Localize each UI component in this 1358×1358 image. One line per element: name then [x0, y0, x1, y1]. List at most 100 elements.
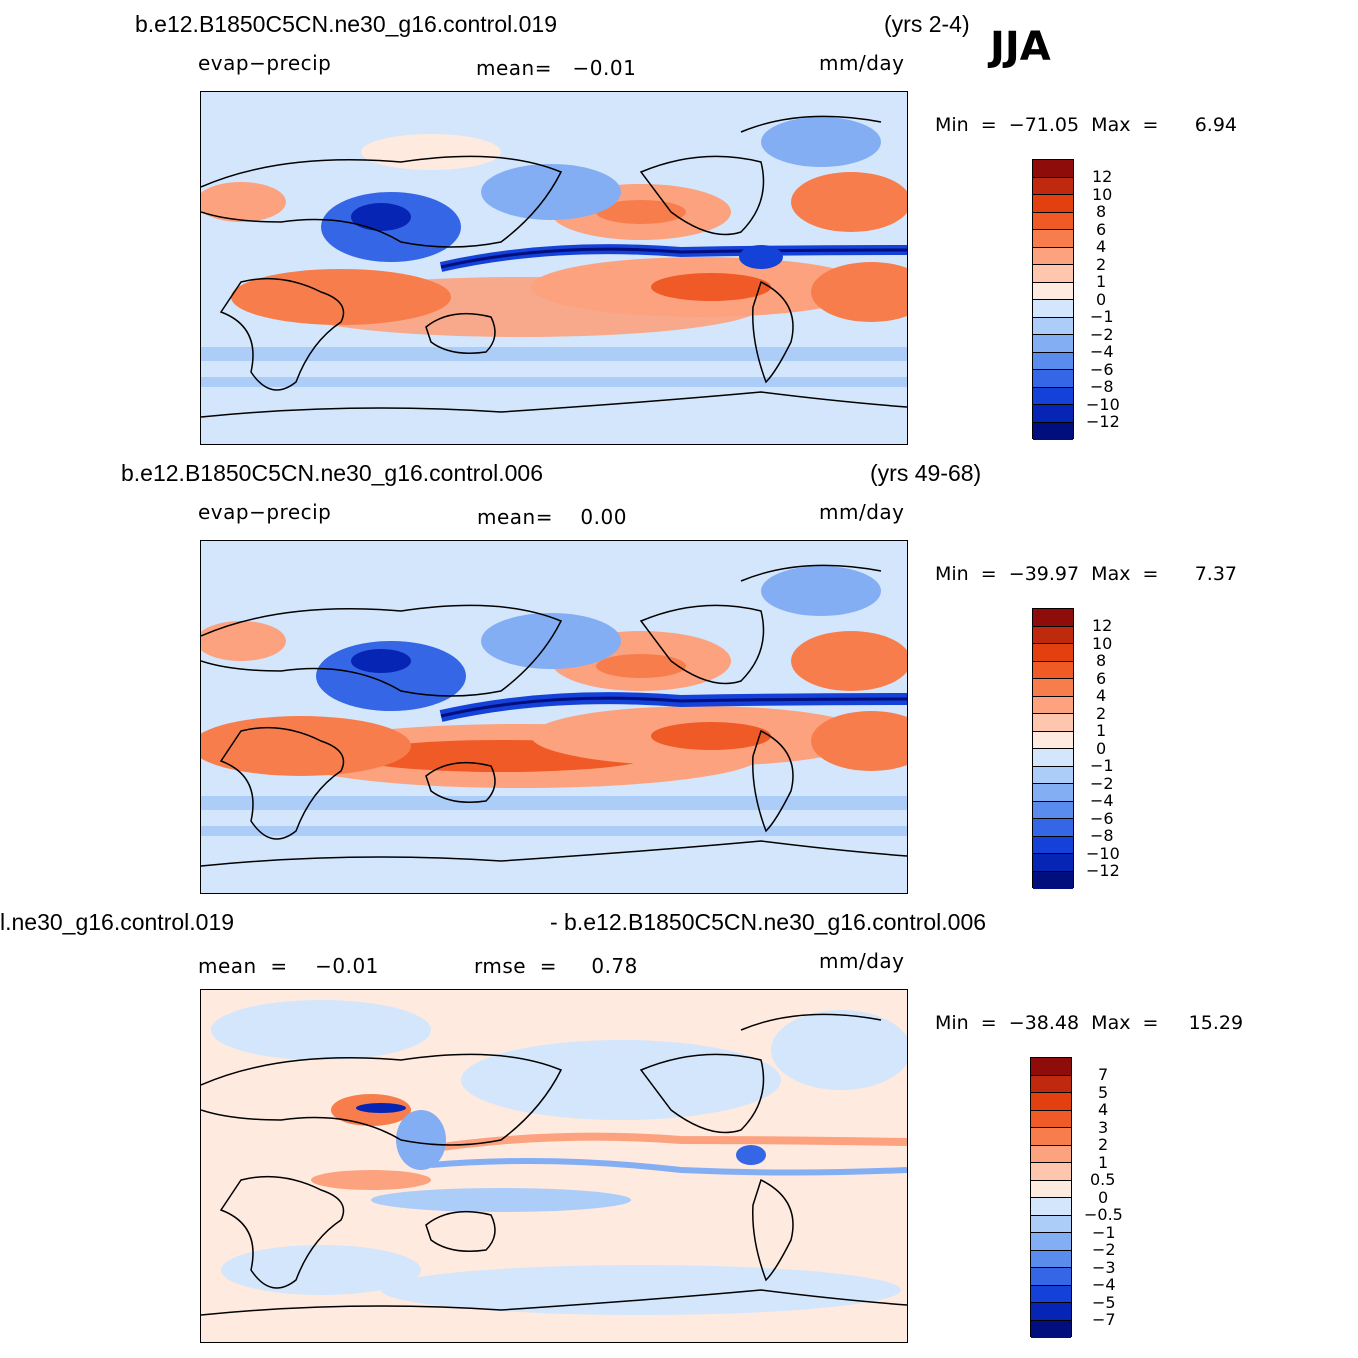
colorbar-swatch: [1031, 1093, 1071, 1111]
colorbar-tick-label: −2: [1092, 1240, 1116, 1259]
colorbar-swatch: [1031, 1250, 1071, 1268]
panel2-units: mm/day: [819, 500, 905, 524]
colorbar-swatch: [1033, 731, 1073, 749]
panel2-colorbar: [1032, 608, 1074, 889]
colorbar-tick-label: 12: [1092, 167, 1113, 186]
colorbar-swatch: [1033, 661, 1073, 679]
colorbar-tick-label: −6: [1090, 808, 1114, 828]
colorbar-swatch: [1031, 1320, 1071, 1338]
colorbar-tick-label: −4: [1090, 791, 1114, 810]
colorbar-tick-label: 2: [1096, 703, 1107, 723]
colorbar-swatch: [1033, 160, 1073, 178]
colorbar-swatch: [1033, 387, 1073, 405]
colorbar-tick-label: 7: [1098, 1065, 1109, 1084]
colorbar-tick-label: −2: [1090, 773, 1114, 793]
colorbar-tick-label: −10: [1086, 843, 1120, 863]
panel2-variable: evap−precip: [198, 500, 332, 524]
colorbar-tick-label: −8: [1090, 377, 1114, 396]
colorbar-tick-label: −12: [1086, 861, 1120, 880]
colorbar-tick-label: 0: [1096, 738, 1107, 758]
colorbar-tick-label: 4: [1096, 237, 1107, 256]
colorbar-tick-label: −5: [1092, 1292, 1116, 1312]
colorbar-tick-label: 6: [1096, 219, 1107, 239]
colorbar-swatch: [1033, 784, 1073, 802]
panel1-variable: evap−precip: [198, 51, 332, 75]
panel3-rmse: rmse = 0.78: [474, 954, 638, 978]
colorbar-swatch: [1033, 247, 1073, 265]
colorbar-tick-label: −4: [1092, 1275, 1116, 1294]
colorbar-tick-label: 12: [1092, 616, 1113, 635]
colorbar-tick-label: 1: [1096, 272, 1107, 291]
colorbar-swatch: [1033, 265, 1073, 283]
colorbar-tick-label: −1: [1090, 756, 1114, 775]
colorbar-swatch: [1033, 679, 1073, 697]
colorbar-swatch: [1033, 609, 1073, 627]
colorbar-swatch: [1033, 335, 1073, 353]
colorbar-tick-label: −7: [1092, 1310, 1116, 1329]
colorbar-tick-label: 2: [1096, 254, 1107, 274]
panel1-colorbar: [1032, 159, 1074, 440]
colorbar-tick-label: 6: [1096, 668, 1107, 688]
colorbar-swatch: [1031, 1268, 1071, 1286]
colorbar-swatch: [1031, 1075, 1071, 1093]
colorbar-swatch: [1031, 1145, 1071, 1163]
colorbar-swatch: [1031, 1110, 1071, 1128]
panel1-years: (yrs 2-4): [884, 11, 970, 37]
colorbar-swatch: [1033, 626, 1073, 644]
colorbar-tick-label: 8: [1096, 202, 1107, 221]
colorbar-tick-label: −2: [1090, 324, 1114, 344]
panel1-minmax: Min = −71.05 Max = 6.94: [935, 114, 1238, 136]
season-label: JJA: [990, 24, 1051, 70]
colorbar-swatch: [1033, 230, 1073, 248]
colorbar-tick-label: −1: [1092, 1222, 1116, 1242]
colorbar-swatch: [1033, 854, 1073, 872]
colorbar-tick-label: −4: [1090, 342, 1114, 361]
colorbar-tick-label: 3: [1098, 1117, 1109, 1137]
colorbar-tick-label: 1: [1096, 721, 1107, 740]
colorbar-tick-label: 10: [1092, 184, 1113, 204]
colorbar-swatch: [1033, 352, 1073, 370]
colorbar-tick-label: 4: [1096, 686, 1107, 705]
panel3-minmax: Min = −38.48 Max = 15.29: [935, 1012, 1244, 1034]
colorbar-tick-label: −12: [1086, 412, 1120, 431]
colorbar-tick-label: 0.5: [1090, 1170, 1116, 1189]
colorbar-swatch: [1033, 836, 1073, 854]
colorbar-tick-label: 0: [1098, 1187, 1109, 1207]
colorbar-swatch: [1033, 644, 1073, 662]
colorbar-swatch: [1031, 1285, 1071, 1303]
colorbar-swatch: [1033, 696, 1073, 714]
colorbar-tick-label: −1: [1090, 307, 1114, 326]
colorbar-tick-label: 2: [1098, 1135, 1109, 1154]
colorbar-swatch: [1033, 819, 1073, 837]
panel3-minus-case: - b.e12.B1850C5CN.ne30_g16.control.006: [550, 909, 987, 935]
colorbar-tick-label: −3: [1092, 1257, 1116, 1277]
colorbar-swatch: [1033, 801, 1073, 819]
colorbar-swatch: [1033, 195, 1073, 213]
colorbar-swatch: [1033, 766, 1073, 784]
panel3-case-title: l.ne30_g16.control.019: [0, 909, 235, 935]
panel1-mean: mean= −0.01: [476, 56, 637, 80]
colorbar-tick-label: 8: [1096, 651, 1107, 670]
colorbar-swatch: [1031, 1058, 1071, 1076]
panel2-years: (yrs 49-68): [870, 460, 982, 486]
panel1-units: mm/day: [819, 51, 905, 75]
colorbar-swatch: [1033, 317, 1073, 335]
panel1-map: [200, 91, 908, 445]
panel2-minmax: Min = −39.97 Max = 7.37: [935, 563, 1238, 585]
colorbar-tick-label: −6: [1090, 359, 1114, 379]
colorbar-swatch: [1033, 714, 1073, 732]
panel2-map: [200, 540, 908, 894]
colorbar-tick-label: −0.5: [1084, 1205, 1123, 1224]
colorbar-swatch: [1033, 300, 1073, 318]
colorbar-tick-label: 0: [1096, 289, 1107, 309]
colorbar-tick-label: 5: [1098, 1082, 1109, 1102]
panel2-case-title: b.e12.B1850C5CN.ne30_g16.control.006: [121, 460, 543, 486]
colorbar-swatch: [1033, 212, 1073, 230]
colorbar-swatch: [1031, 1303, 1071, 1321]
colorbar-swatch: [1031, 1215, 1071, 1233]
panel3-map: [200, 989, 908, 1343]
panel3-mean: mean = −0.01: [198, 954, 379, 978]
colorbar-tick-label: 1: [1098, 1152, 1109, 1172]
colorbar-swatch: [1033, 282, 1073, 300]
colorbar-swatch: [1033, 749, 1073, 767]
